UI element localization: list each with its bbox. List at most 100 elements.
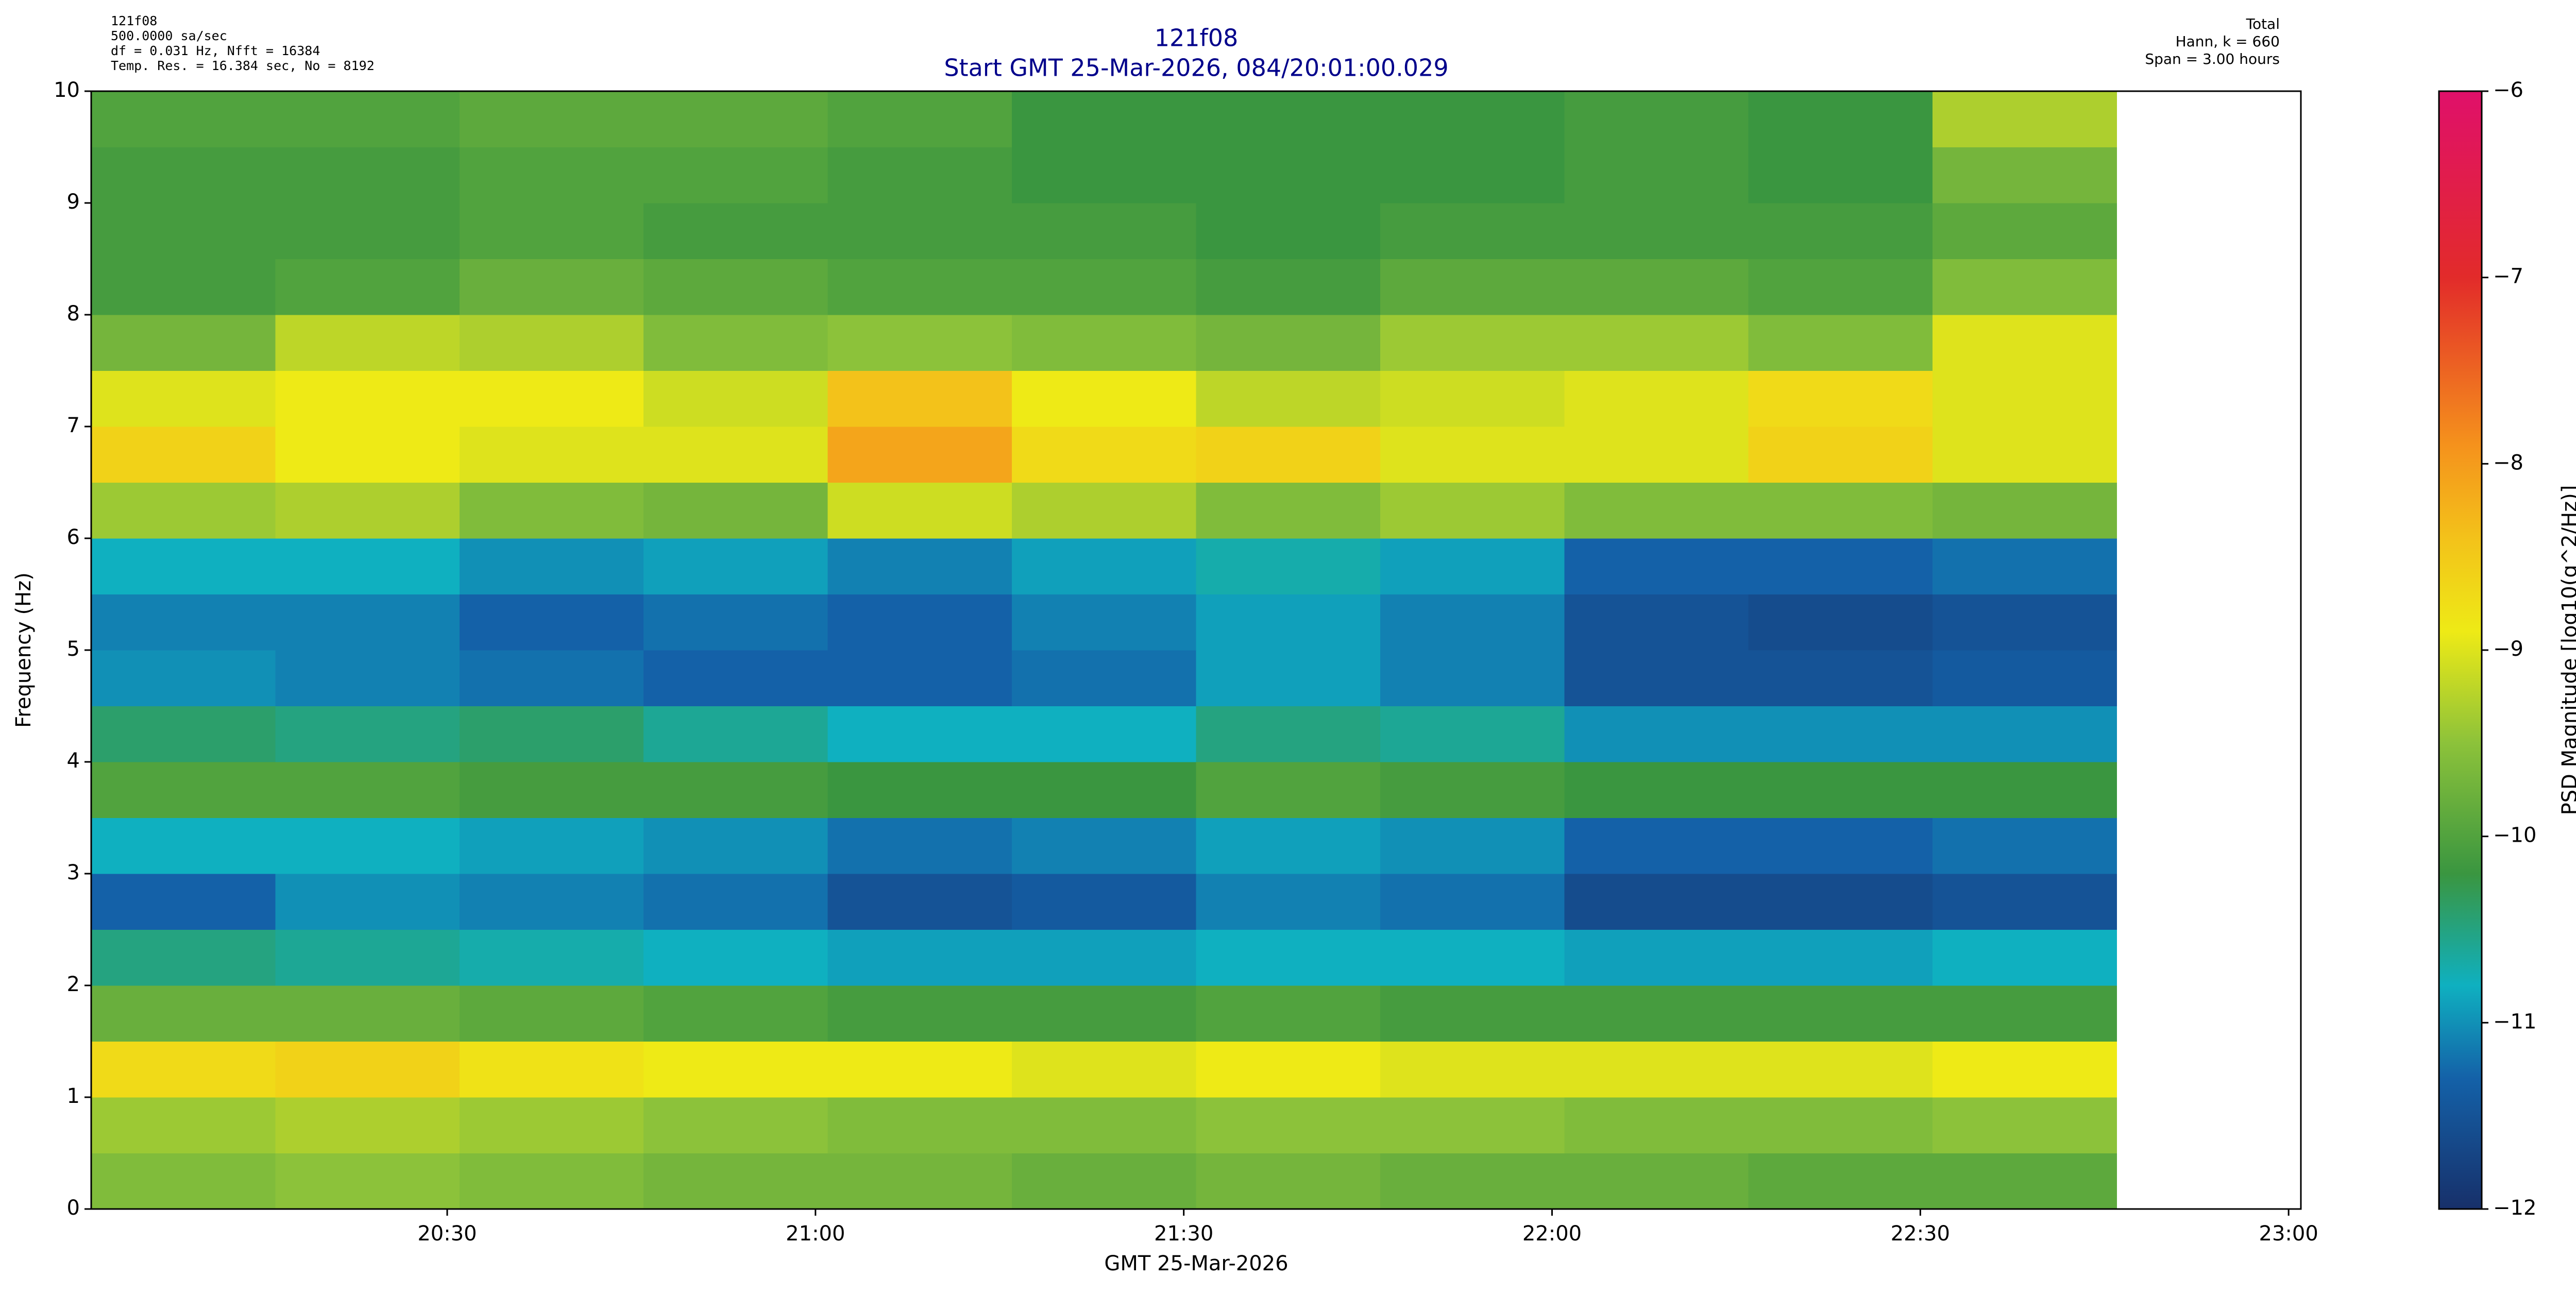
heatmap-cell [1933, 818, 2117, 874]
y-tick-label: 9 [67, 190, 80, 214]
heatmap-cell [91, 91, 276, 147]
heatmap-cell [1748, 594, 1933, 651]
heatmap-cell [459, 370, 644, 427]
heatmap-cell [1012, 1097, 1196, 1153]
heatmap-cell [1564, 818, 1749, 874]
heatmap-cell [1196, 762, 1381, 818]
heatmap-cell [1196, 259, 1381, 315]
heatmap-cell [1564, 929, 1749, 986]
heatmap-cell [275, 315, 460, 371]
heatmap-cell [1196, 594, 1381, 651]
heatmap-cell [1564, 762, 1749, 818]
heatmap-cell [1748, 91, 1933, 147]
heatmap-cell [1564, 874, 1749, 930]
heatmap-cell [1748, 929, 1933, 986]
heatmap-cell [1196, 203, 1381, 259]
heatmap-cell [91, 147, 276, 203]
heatmap-cell [459, 1041, 644, 1098]
heatmap-cell [827, 259, 1012, 315]
heatmap-cell [827, 874, 1012, 930]
heatmap-cell [1748, 1097, 1933, 1153]
heatmap-cell [1564, 147, 1749, 203]
x-tick-label: 23:00 [2259, 1222, 2318, 1246]
x-axis-label: GMT 25-Mar-2026 [1104, 1252, 1288, 1275]
heatmap-cell [643, 929, 828, 986]
heatmap-cell [827, 650, 1012, 706]
heatmap-cell [91, 427, 276, 483]
heatmap-cell [275, 1097, 460, 1153]
heatmap-cell [827, 762, 1012, 818]
heatmap-cell [1380, 315, 1565, 371]
heatmap-cell [1933, 315, 2117, 371]
heatmap-cell [827, 370, 1012, 427]
heatmap-cell [1564, 650, 1749, 706]
heatmap-cell [1564, 427, 1749, 483]
heatmap-cell [1380, 370, 1565, 427]
heatmap-cell [1012, 91, 1196, 147]
heatmap-cell [1012, 594, 1196, 651]
heatmap-cell [1748, 538, 1933, 594]
heatmap-cell [1196, 650, 1381, 706]
heatmap-cell [1012, 482, 1196, 539]
heatmap-cell [1933, 203, 2117, 259]
heatmap-cell [1748, 203, 1933, 259]
heatmap-cell [643, 147, 828, 203]
heatmap-cell [91, 315, 276, 371]
heatmap-cell [91, 818, 276, 874]
heatmap-cell [1748, 147, 1933, 203]
heatmap-cell [1380, 874, 1565, 930]
heatmap-cell [1196, 147, 1381, 203]
heatmap-cell [1380, 762, 1565, 818]
heatmap-cell [275, 91, 460, 147]
colorbar-tick-label: −10 [2493, 824, 2536, 847]
heatmap-cell [1748, 370, 1933, 427]
heatmap-cell [275, 482, 460, 539]
heatmap-cell [1933, 650, 2117, 706]
heatmap-cell [1380, 538, 1565, 594]
heatmap-cell [827, 427, 1012, 483]
heatmap-cell [459, 147, 644, 203]
heatmap-cell [275, 929, 460, 986]
heatmap-cell [1933, 1041, 2117, 1098]
heatmap-cell [275, 538, 460, 594]
heatmap-cell [1564, 538, 1749, 594]
heatmap-cell [643, 203, 828, 259]
heatmap-cell [1012, 315, 1196, 371]
heatmap-cell [827, 706, 1012, 762]
heatmap-cell [1380, 706, 1565, 762]
heatmap-cell [1196, 538, 1381, 594]
heatmap-cell [275, 1153, 460, 1210]
y-tick-label: 2 [67, 973, 80, 996]
chart-subtitle: Start GMT 25-Mar-2026, 084/20:01:00.029 [944, 54, 1448, 82]
heatmap-cell [1748, 1153, 1933, 1210]
heatmap-cell [1933, 1097, 2117, 1153]
heatmap-cell [643, 874, 828, 930]
colorbar [2438, 90, 2483, 1210]
heatmap-cell [1564, 1097, 1749, 1153]
info-left: df = 0.031 Hz, Nfft = 16384 [111, 43, 320, 58]
heatmap-cell [827, 1153, 1012, 1210]
heatmap-cell [91, 259, 276, 315]
heatmap-cell [643, 259, 828, 315]
y-tick-label: 4 [67, 749, 80, 773]
heatmap-cell [91, 203, 276, 259]
heatmap-cell [1012, 985, 1196, 1042]
colorbar-tick-label: −8 [2493, 451, 2523, 474]
heatmap-cell [1933, 706, 2117, 762]
heatmap-cell [643, 1097, 828, 1153]
heatmap-cell [275, 147, 460, 203]
heatmap-cell [1564, 203, 1749, 259]
y-tick-label: 6 [67, 525, 80, 549]
heatmap-cell [643, 482, 828, 539]
heatmap-cell [1196, 874, 1381, 930]
heatmap-cell [1933, 147, 2117, 203]
heatmap-cell [459, 91, 644, 147]
heatmap-cell [1564, 482, 1749, 539]
heatmap-cell [275, 762, 460, 818]
heatmap-cell [643, 91, 828, 147]
info-left: Temp. Res. = 16.384 sec, No = 8192 [111, 58, 375, 73]
heatmap-cell [1380, 482, 1565, 539]
heatmap-cell [275, 594, 460, 651]
heatmap-cell [827, 482, 1012, 539]
heatmap-cell [91, 370, 276, 427]
